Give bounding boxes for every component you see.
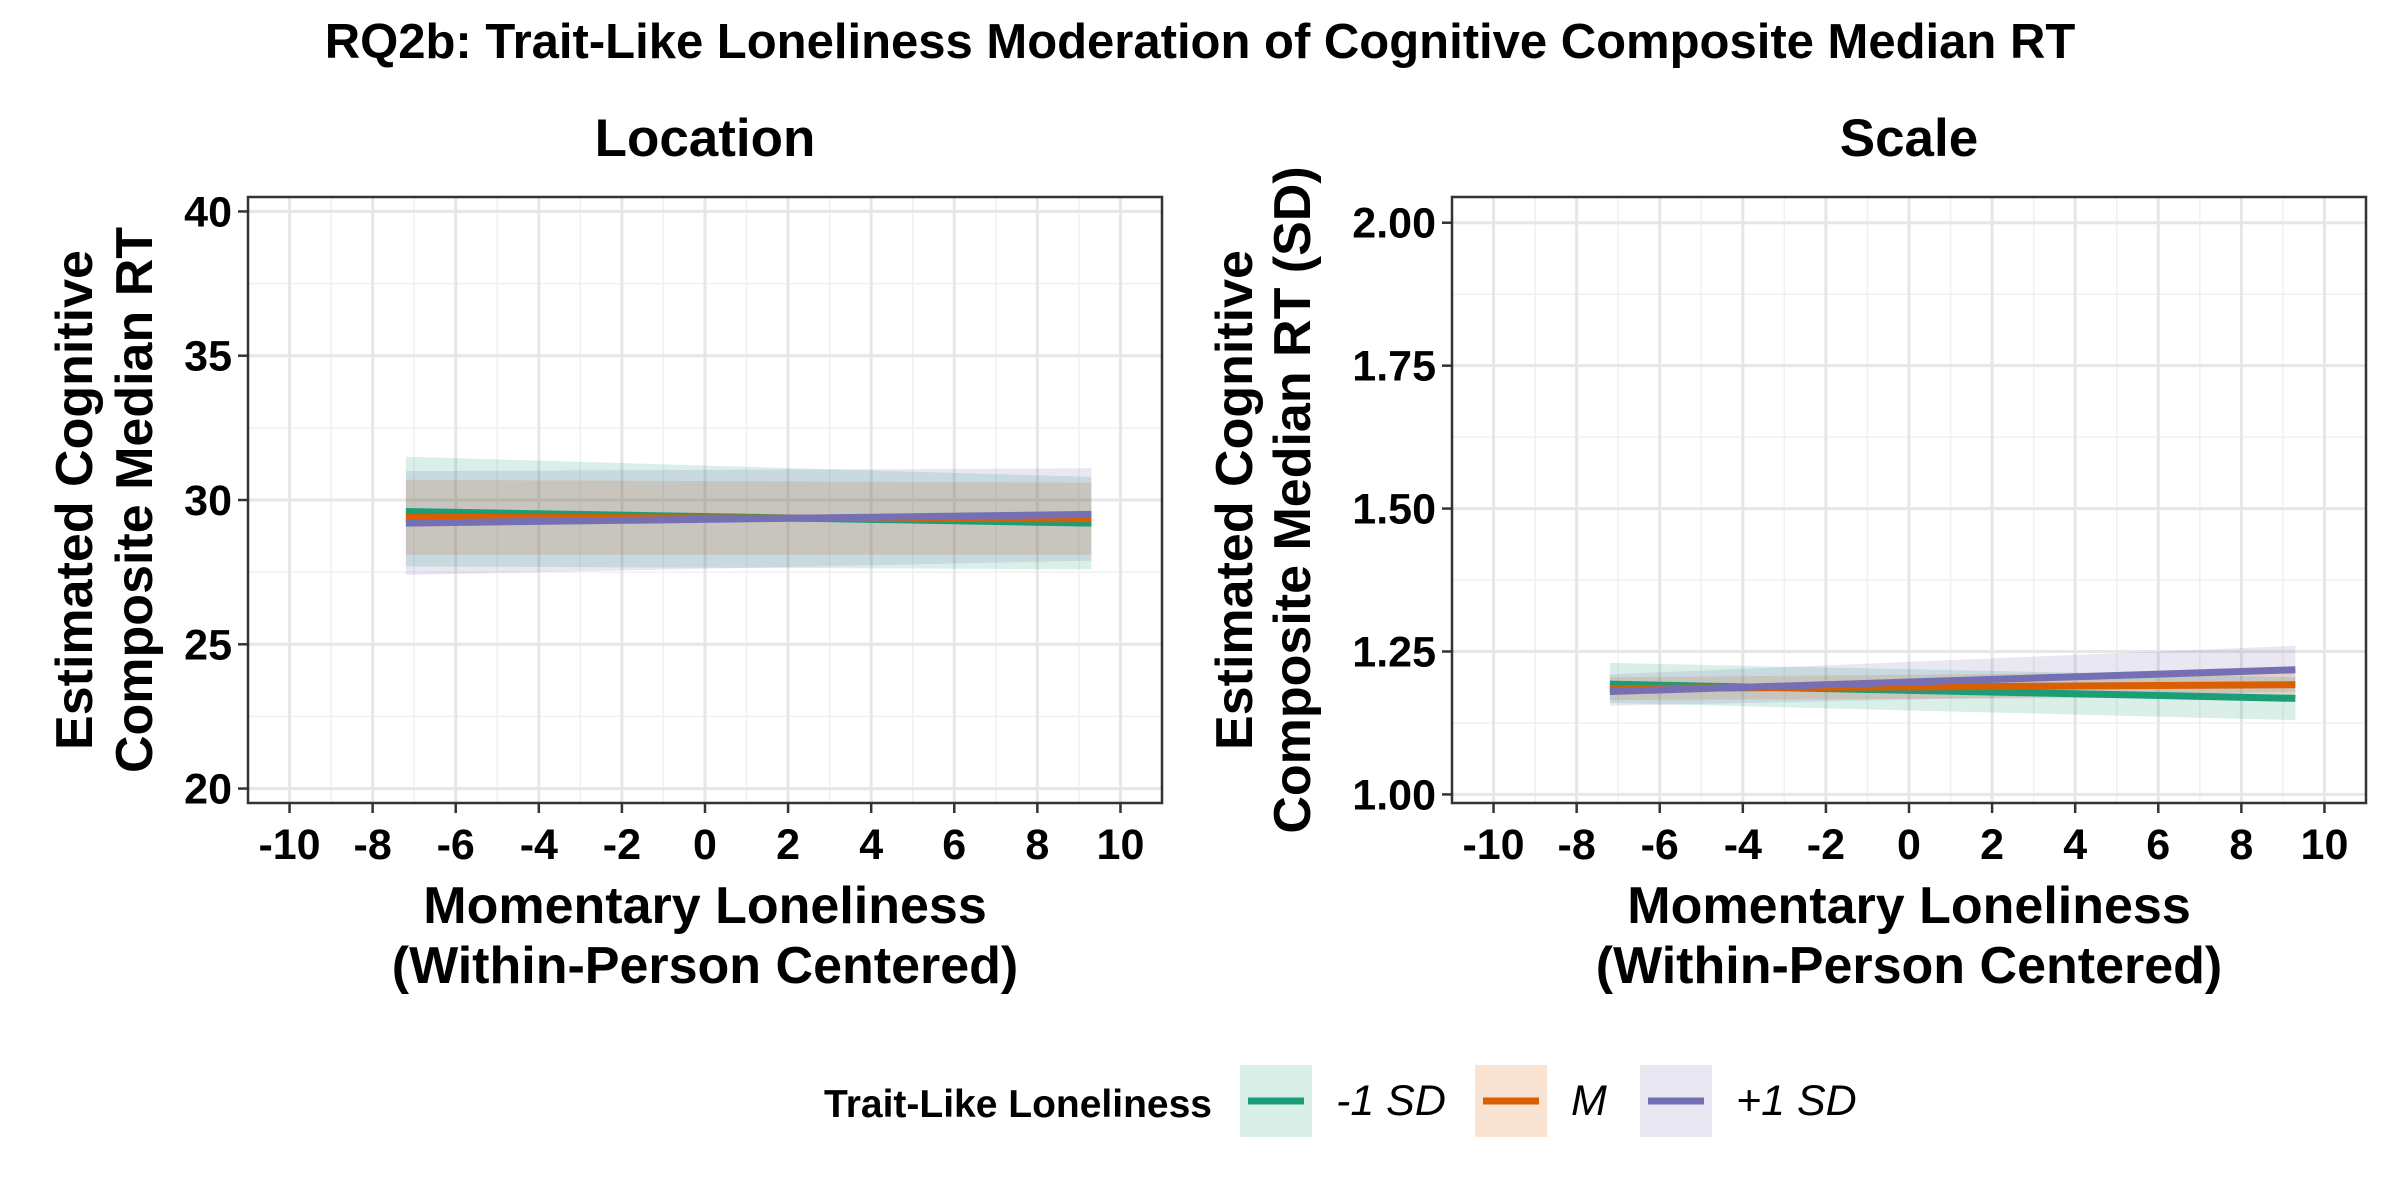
x-tick-label: -2 (1807, 821, 1845, 869)
series-lines (1609, 666, 2296, 702)
panels: -10 -8 -6 -4 -2 0 2 4 6 8 102025303540LocationMome… (46, 109, 2368, 995)
gridlines (1452, 197, 2366, 803)
y-tick-label: 25 (184, 621, 232, 669)
legend-item: -1 SD (1240, 1065, 1446, 1137)
x-tick-label: 4 (859, 821, 883, 869)
y-tick-label: 40 (184, 188, 232, 236)
confidence-band-minus-1sd (405, 456, 1092, 570)
legend-item: M (1475, 1065, 1607, 1137)
x-tick-label: 10 (1097, 821, 1145, 869)
y-tick-label: 1.00 (1352, 771, 1436, 819)
legend-label: M (1571, 1077, 1607, 1125)
x-tick-label: 10 (2301, 821, 2349, 869)
panel-scale: -10 -8 -6 -4 -2 0 2 4 6 8 10 1.00 1.25 1.50 1.75 2.00 Sc… (1206, 109, 2368, 995)
x-tick-label: 8 (1025, 821, 1049, 869)
y-axis-label: Estimated Cognitive (1206, 250, 1264, 750)
x-axis-label: (Within-Person Centered) (392, 937, 1018, 995)
panel-location: -10 -8 -6 -4 -2 0 2 4 6 8 10 20 25 30 35 40 Location Mome… (46, 109, 1164, 995)
y-axis-label: Composite Median RT (SD) (1264, 166, 1322, 833)
panel-title: Scale (1840, 109, 1979, 168)
series-line-plus-1sd (1609, 666, 2296, 696)
y-tick-label: 2.00 (1352, 200, 1436, 248)
y-tick-label: 30 (184, 477, 232, 525)
y-tick-label: 1.75 (1352, 343, 1436, 391)
x-axis-label: (Within-Person Centered) (1596, 937, 2222, 995)
axes: -10 -8 -6 -4 -2 0 2 4 6 8 10 1.00 1.25 1.50 1.75 2.00 (1352, 200, 2348, 869)
x-tick-label: -2 (603, 821, 641, 869)
x-tick-label: -4 (1724, 821, 1762, 869)
axes: -10 -8 -6 -4 -2 0 2 4 6 8 10 20 25 30 35 40 (184, 188, 1144, 869)
x-tick-label: 2 (776, 821, 800, 869)
x-tick-label: -4 (520, 821, 558, 869)
x-tick-label: -6 (1641, 821, 1679, 869)
x-tick-label: 2 (1980, 821, 2004, 869)
x-tick-label: -10 (1462, 821, 1524, 869)
legend-items: -1 SD M +1 SD (1240, 1065, 1857, 1137)
x-tick-label: 6 (942, 821, 966, 869)
x-tick-label: 0 (693, 821, 717, 869)
legend-title: Trait-Like Loneliness (824, 1083, 1212, 1126)
figure-title: RQ2b: Trait-Like Loneliness Moderation o… (325, 15, 2076, 69)
y-tick-label: 20 (184, 766, 232, 814)
legend: Trait-Like Loneliness -1 SD M +1 SD (824, 1065, 1857, 1137)
y-tick-label: 1.25 (1352, 629, 1436, 677)
x-tick-label: 0 (1897, 821, 1921, 869)
legend-item: +1 SD (1640, 1065, 1857, 1137)
y-axis-label: Estimated Cognitive (46, 250, 104, 750)
x-axis-label: Momentary Loneliness (1627, 877, 2190, 935)
y-axis-label: Composite Median RT (106, 227, 164, 773)
y-tick-label: 35 (184, 333, 232, 381)
x-tick-label: -10 (258, 821, 320, 869)
x-tick-label: -8 (1558, 821, 1596, 869)
series-line-plus-1sd (405, 510, 1092, 527)
legend-label: -1 SD (1336, 1077, 1446, 1125)
x-tick-label: 4 (2063, 821, 2087, 869)
panel-title: Location (595, 109, 816, 168)
legend-label: +1 SD (1736, 1077, 1857, 1125)
x-tick-label: 8 (2229, 821, 2253, 869)
x-tick-label: 6 (2146, 821, 2170, 869)
series-lines (405, 508, 1092, 527)
y-tick-label: 1.50 (1352, 486, 1436, 534)
gridlines (248, 197, 1162, 803)
x-axis-label: Momentary Loneliness (423, 877, 986, 935)
x-tick-label: -8 (354, 821, 392, 869)
x-tick-label: -6 (437, 821, 475, 869)
